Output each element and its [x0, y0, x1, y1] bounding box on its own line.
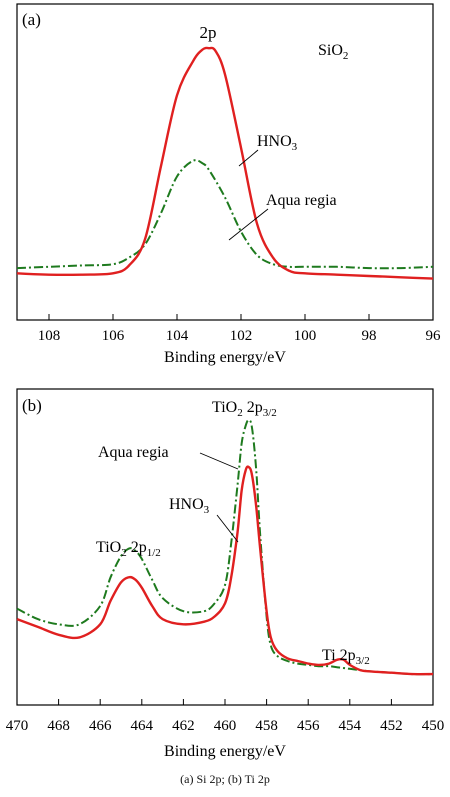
panel-label-b: (b)	[22, 396, 42, 415]
series-line-aqua-regia	[16, 159, 434, 270]
x-tick-label: 470	[6, 718, 29, 734]
peak-label-tio2-2p32: TiO2 2p3/2	[212, 399, 277, 419]
x-tick-label: 468	[47, 718, 70, 734]
x-tick-label: 466	[89, 718, 112, 734]
hno3-label-b: HNO3	[169, 496, 210, 516]
peak-label-2p: 2p	[200, 23, 217, 42]
x-tick-label: 106	[102, 328, 125, 344]
x-tick-label: 104	[166, 328, 189, 344]
series-line-hno3	[16, 46, 434, 280]
x-tick-label: 108	[38, 328, 61, 344]
x-ticks-a: 108 106 104 102 100 98 96	[38, 314, 441, 344]
x-tick-label: 100	[294, 328, 317, 344]
x-tick-label: 96	[426, 328, 442, 344]
panel-b-ti-2p: 470 468 466 464 462 460 458 456 454 452 450 (b) Ti…	[6, 388, 445, 760]
x-tick-label: 460	[214, 718, 237, 734]
x-tick-label: 458	[255, 718, 278, 734]
compound-label-sio2: SiO2	[318, 42, 348, 62]
x-axis-label-b: Binding energy/eV	[164, 743, 286, 760]
panel-label-a: (a)	[22, 10, 41, 29]
x-tick-label: 464	[131, 718, 154, 734]
peak-label-tio2-2p12: TiO2 2p1/2	[96, 539, 161, 559]
plot-frame-b	[16, 388, 434, 706]
x-tick-label: 454	[339, 718, 362, 734]
series-line-hno3	[16, 465, 434, 676]
x-ticks-b: 470 468 466 464 462 460 458 456 454 452 450	[6, 699, 445, 734]
aqua-regia-label-a: Aqua regia	[266, 192, 337, 209]
x-tick-label: 98	[362, 328, 377, 344]
x-tick-label: 450	[422, 718, 445, 734]
x-tick-label: 452	[380, 718, 403, 734]
hno3-label-a: HNO3	[257, 133, 298, 153]
series-group-b	[16, 419, 434, 676]
aqua-regia-leader-b	[199, 452, 239, 470]
x-tick-label: 102	[230, 328, 253, 344]
panel-a-si-2p: 108 106 104 102 100 98 96 (a) 2p SiO2 HNO3 Aqu…	[16, 3, 441, 366]
peak-label-ti-2p32: Ti 2p3/2	[322, 647, 370, 667]
aqua-regia-leader-a	[228, 208, 269, 241]
x-tick-label: 456	[297, 718, 320, 734]
series-group-a	[16, 46, 434, 280]
series-line-aqua-regia	[16, 419, 434, 676]
x-axis-label-a: Binding energy/eV	[164, 349, 286, 366]
figure-caption: (a) Si 2p; (b) Ti 2p	[180, 772, 270, 786]
hno3-leader-b	[216, 514, 239, 543]
aqua-regia-label-b: Aqua regia	[98, 444, 169, 461]
plot-frame-a	[16, 3, 434, 321]
hno3-leader-a	[238, 149, 259, 167]
x-tick-label: 462	[172, 718, 195, 734]
